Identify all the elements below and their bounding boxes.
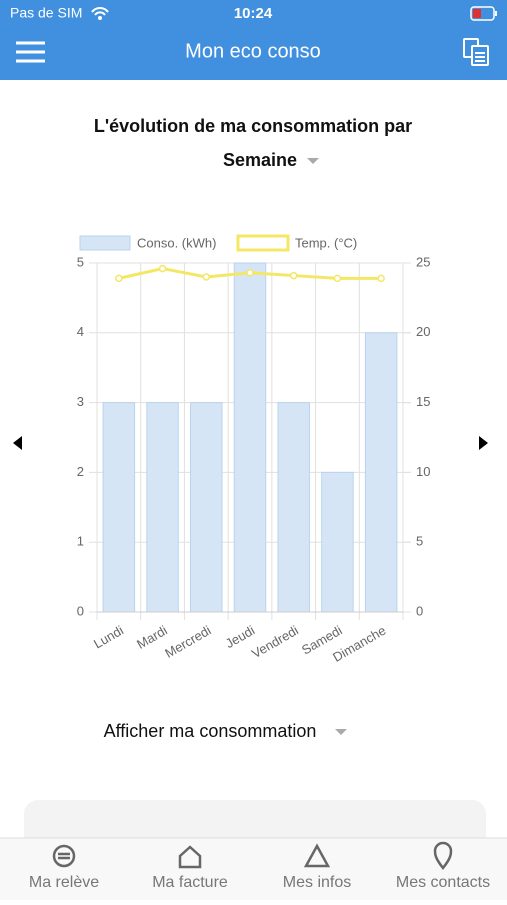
point <box>289 271 298 280</box>
point <box>202 273 211 281</box>
legend-label: Temp. (°C) <box>295 235 357 250</box>
bar <box>146 402 179 613</box>
clock: 10:24 <box>234 5 273 22</box>
point <box>115 274 123 283</box>
tab-bar <box>0 838 507 900</box>
bar <box>102 402 136 613</box>
x-tick-label: Mercredi <box>162 623 213 661</box>
y2-tick-label: 5 <box>416 534 423 549</box>
display-select[interactable]: Afficher ma consommation <box>104 721 347 741</box>
y2-tick-label: 20 <box>416 324 430 339</box>
menu-button[interactable] <box>16 41 45 63</box>
next-arrow[interactable] <box>479 436 488 450</box>
tab-label[interactable]: Mes infos <box>283 874 351 891</box>
battery <box>470 6 495 21</box>
tab-label[interactable]: Ma relève <box>29 874 99 891</box>
period-select[interactable]: Semaine <box>223 150 319 170</box>
y-tick-label: 5 <box>77 254 84 269</box>
y-tick-label: 4 <box>77 324 84 339</box>
y2-tick-label: 0 <box>416 603 423 618</box>
battery-tip <box>495 11 497 16</box>
carrier: Pas de SIM <box>10 5 82 21</box>
point <box>333 274 342 283</box>
bar <box>321 471 354 613</box>
y-tick-label: 0 <box>77 603 84 618</box>
bar <box>364 332 398 613</box>
tab-label[interactable]: Ma facture <box>152 874 228 891</box>
y2-tick-label: 15 <box>416 394 430 409</box>
chart-title: L'évolution de ma consommation par <box>94 116 412 136</box>
legend-swatch <box>79 235 131 251</box>
y2-tick-label: 10 <box>416 464 430 479</box>
x-tick-label: Vendredi <box>249 623 301 662</box>
y-tick-label: 2 <box>77 464 84 479</box>
legend-label: Conso. (kWh) <box>137 235 216 250</box>
point <box>377 274 385 283</box>
documents-button[interactable] <box>463 38 489 66</box>
header-bar <box>0 0 507 80</box>
y-tick-label: 1 <box>77 534 84 549</box>
bar <box>190 402 223 613</box>
y-tick-label: 3 <box>77 394 84 409</box>
x-tick-label: Lundi <box>91 623 126 652</box>
tabs: Ma relève Ma facture Mes infos Mes contacts <box>29 874 490 891</box>
wifi-icon <box>91 7 109 16</box>
point <box>158 264 167 273</box>
caret <box>335 729 347 735</box>
bar <box>277 402 310 613</box>
caret <box>307 158 319 164</box>
period-label: Semaine <box>223 150 297 170</box>
header-title: Mon eco conso <box>185 40 321 62</box>
point <box>246 269 254 277</box>
display-label: Afficher ma consommation <box>104 721 317 741</box>
prev-arrow[interactable] <box>13 436 22 450</box>
bar <box>233 262 267 613</box>
tab-icons <box>52 841 453 871</box>
y2-tick-label: 25 <box>416 254 430 269</box>
battery-level <box>473 9 481 18</box>
legend-swatch <box>236 234 290 252</box>
wifi-dot <box>98 16 102 20</box>
tab-label[interactable]: Mes contacts <box>396 874 490 891</box>
